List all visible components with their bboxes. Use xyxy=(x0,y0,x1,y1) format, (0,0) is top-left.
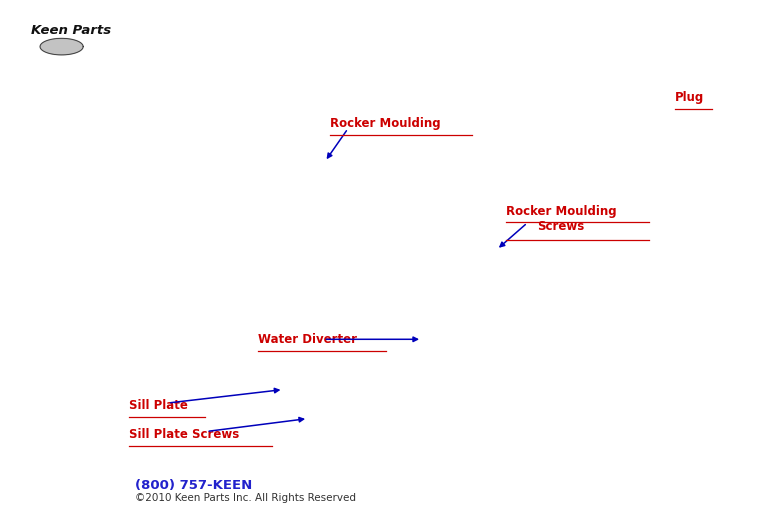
Text: ©2010 Keen Parts Inc. All Rights Reserved: ©2010 Keen Parts Inc. All Rights Reserve… xyxy=(135,493,356,503)
Text: Sill Plate Screws: Sill Plate Screws xyxy=(129,427,239,441)
Polygon shape xyxy=(40,38,83,55)
Text: (800) 757-KEEN: (800) 757-KEEN xyxy=(135,479,252,493)
Text: Plug: Plug xyxy=(675,91,704,104)
Text: Rocker Moulding: Rocker Moulding xyxy=(330,117,440,130)
Text: Sill Plate: Sill Plate xyxy=(129,398,188,412)
Text: Keen Parts: Keen Parts xyxy=(31,23,111,37)
Text: Water Diverter: Water Diverter xyxy=(258,333,357,346)
Text: Rocker Moulding
Screws: Rocker Moulding Screws xyxy=(506,205,617,233)
